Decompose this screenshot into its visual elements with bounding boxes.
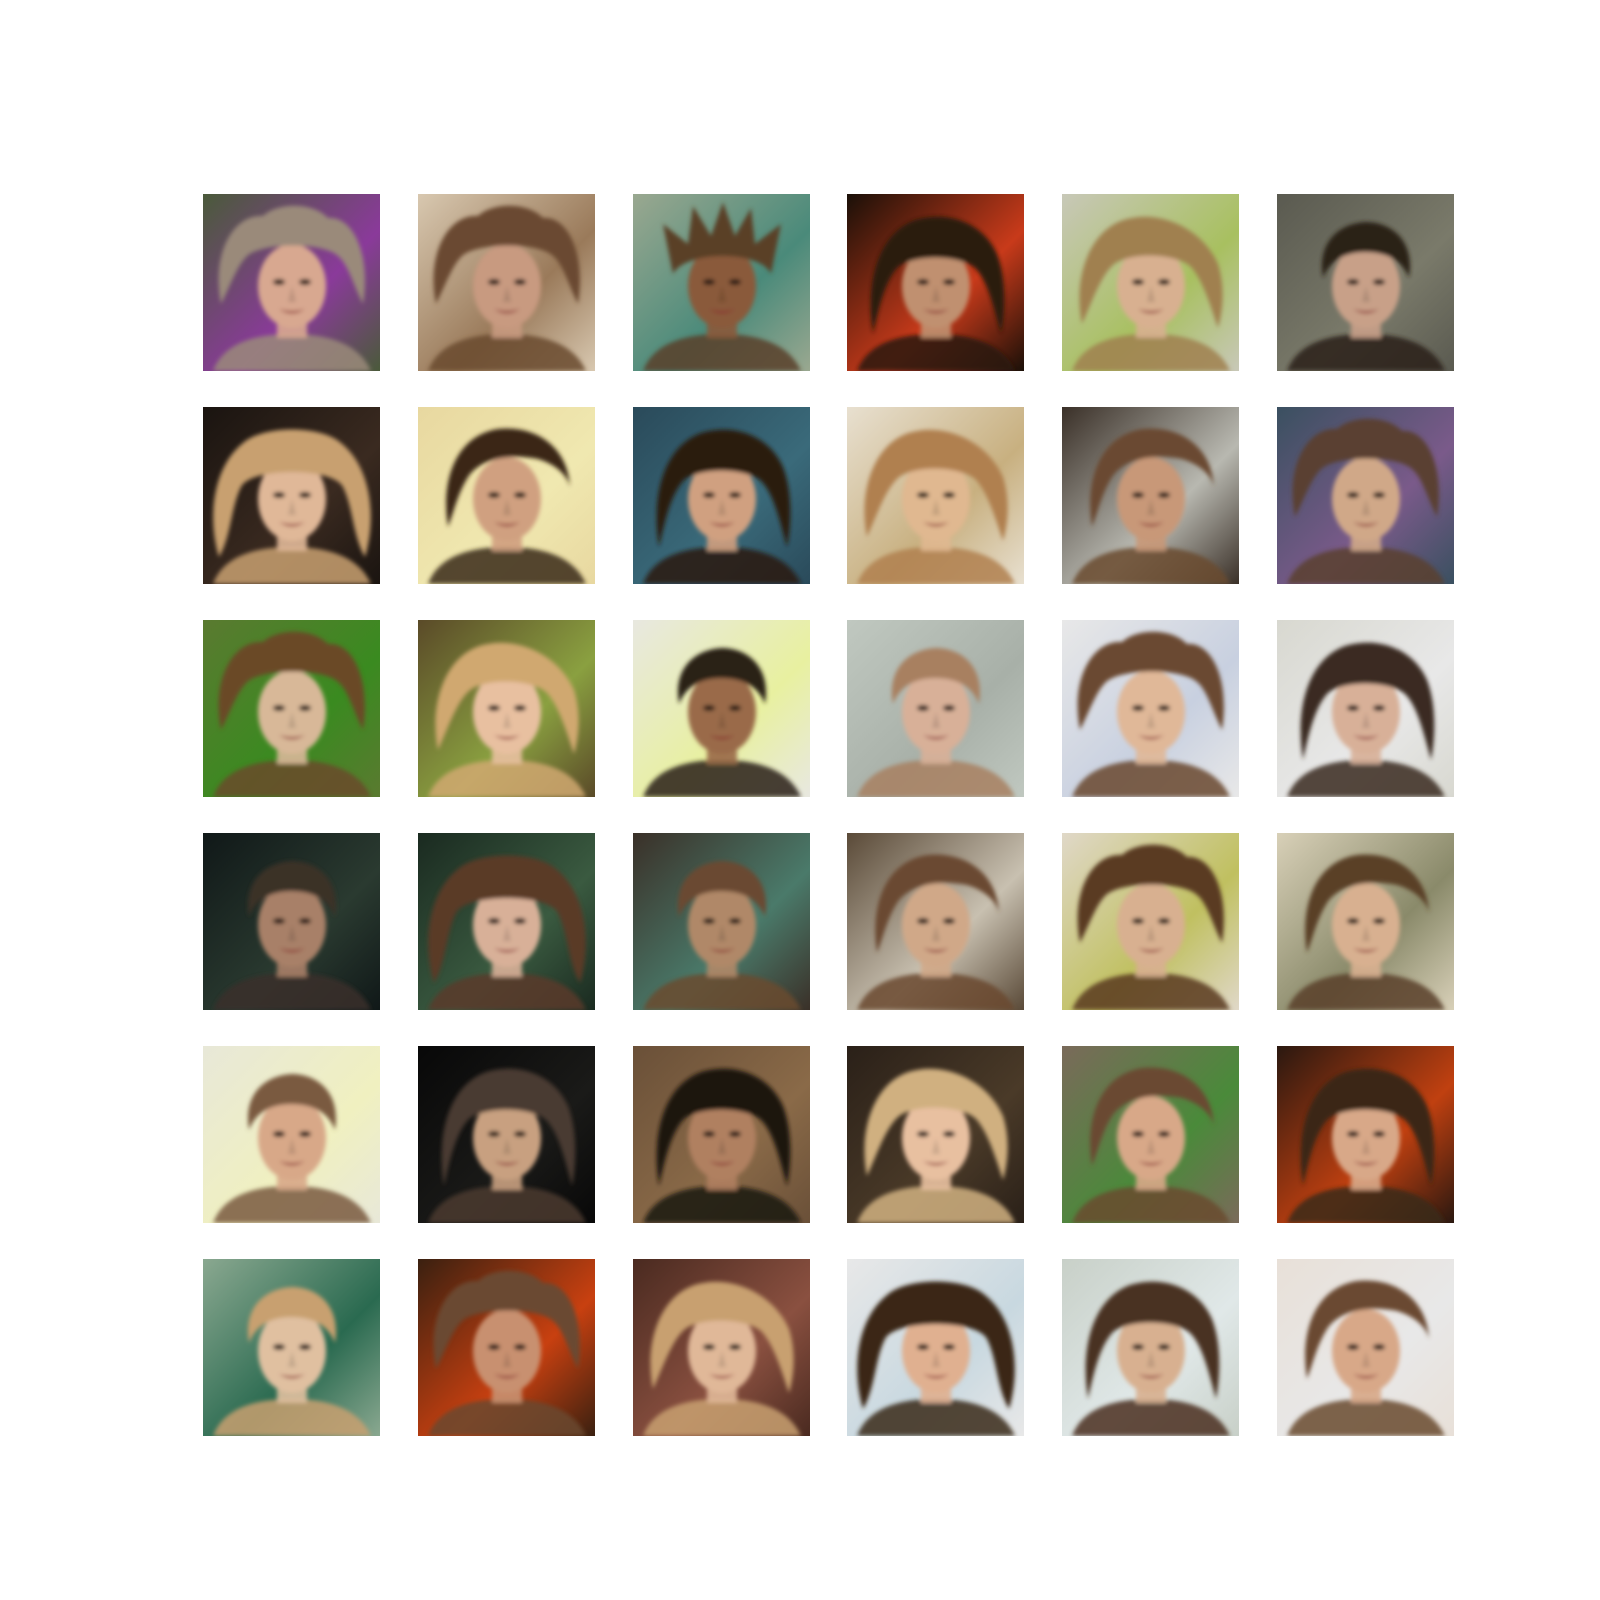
face-tile-r4c1 (203, 833, 380, 1010)
face-tile-r3c5 (1062, 620, 1240, 797)
face-tile-r6c5 (1062, 1259, 1240, 1436)
face-tile-r1c6 (1276, 194, 1454, 371)
face-tile-r3c3 (632, 620, 810, 797)
generated-face-grid (203, 194, 1454, 1441)
face-tile-r6c3 (632, 1259, 810, 1436)
face-image (1062, 1046, 1240, 1223)
face-image (417, 620, 595, 797)
face-tile-r2c1 (203, 407, 380, 584)
face-image (203, 194, 380, 371)
face-tile-r4c3 (632, 833, 810, 1010)
face-image (417, 1046, 595, 1223)
face-tile-r2c6 (1276, 407, 1454, 584)
face-tile-r5c3 (632, 1046, 810, 1223)
face-image (1276, 194, 1454, 371)
face-image (417, 194, 595, 371)
face-tile-r3c4 (847, 620, 1025, 797)
face-image (203, 407, 380, 584)
face-tile-r1c4 (847, 194, 1025, 371)
face-image (203, 620, 380, 797)
face-image (417, 833, 595, 1010)
face-tile-r6c2 (417, 1259, 595, 1436)
face-image (1276, 407, 1454, 584)
face-tile-r5c1 (203, 1046, 380, 1223)
face-image (1062, 833, 1240, 1010)
face-tile-r4c4 (847, 833, 1025, 1010)
face-tile-r1c1 (203, 194, 380, 371)
face-tile-r1c3 (632, 194, 810, 371)
face-image (632, 407, 810, 584)
face-image (1276, 833, 1454, 1010)
face-image (1062, 194, 1240, 371)
face-image (632, 194, 810, 371)
face-tile-r5c2 (417, 1046, 595, 1223)
face-image (847, 194, 1025, 371)
face-tile-r5c6 (1276, 1046, 1454, 1223)
face-tile-r2c2 (417, 407, 595, 584)
face-image (847, 407, 1025, 584)
face-tile-r6c6 (1276, 1259, 1454, 1436)
face-tile-r1c2 (417, 194, 595, 371)
face-image (632, 1046, 810, 1223)
face-image (847, 1259, 1025, 1436)
face-image (632, 1259, 810, 1436)
face-tile-r6c1 (203, 1259, 380, 1436)
face-image (847, 620, 1025, 797)
face-tile-r4c6 (1276, 833, 1454, 1010)
face-image (1062, 620, 1240, 797)
face-image (1276, 620, 1454, 797)
face-image (632, 833, 810, 1010)
face-image (847, 1046, 1025, 1223)
face-image (1062, 407, 1240, 584)
face-tile-r1c5 (1062, 194, 1240, 371)
face-tile-r5c4 (847, 1046, 1025, 1223)
face-tile-r3c2 (417, 620, 595, 797)
face-tile-r2c4 (847, 407, 1025, 584)
face-image (1276, 1259, 1454, 1436)
face-tile-r2c3 (632, 407, 810, 584)
face-image (203, 833, 380, 1010)
face-image (847, 833, 1025, 1010)
face-image (1062, 1259, 1240, 1436)
face-tile-r3c1 (203, 620, 380, 797)
face-tile-r4c5 (1062, 833, 1240, 1010)
face-tile-r3c6 (1276, 620, 1454, 797)
face-image (1276, 1046, 1454, 1223)
face-tile-r4c2 (417, 833, 595, 1010)
face-tile-r5c5 (1062, 1046, 1240, 1223)
face-image (203, 1046, 380, 1223)
face-image (203, 1259, 380, 1436)
face-image (417, 407, 595, 584)
face-image (417, 1259, 595, 1436)
face-image (632, 620, 810, 797)
face-tile-r2c5 (1062, 407, 1240, 584)
face-tile-r6c4 (847, 1259, 1025, 1436)
